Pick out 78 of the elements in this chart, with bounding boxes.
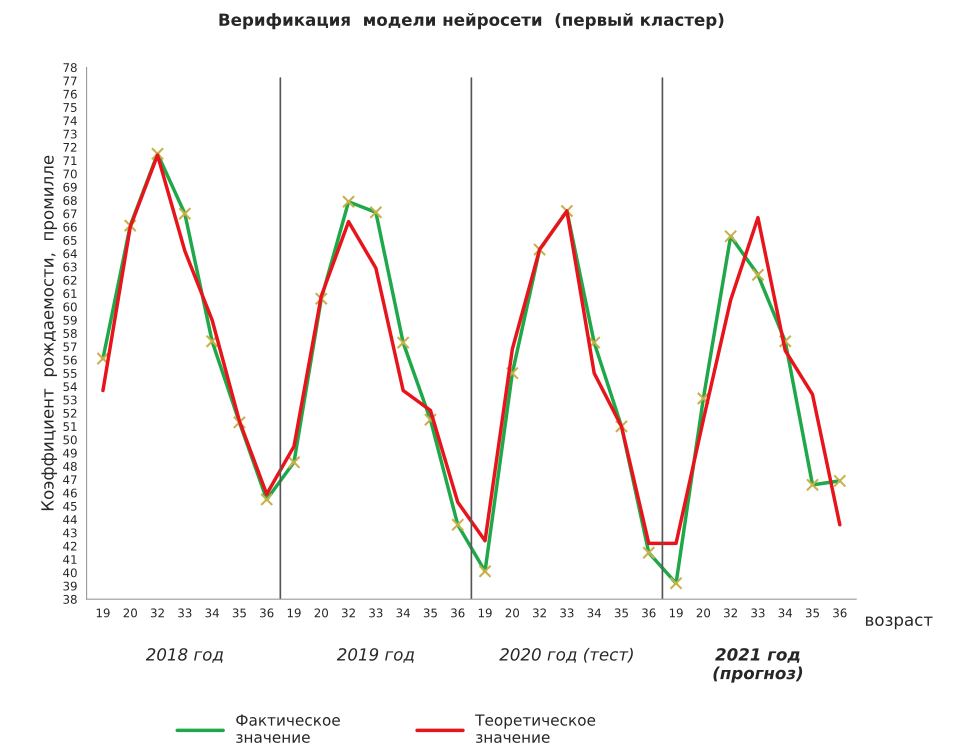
x-tick-label: 19 — [96, 608, 110, 618]
y-tick-label: 48 — [63, 462, 77, 471]
x-tick-label: 35 — [424, 608, 437, 618]
x-tick-label: 36 — [642, 608, 656, 618]
text: 2019 год — [336, 648, 414, 663]
y-tick-label: 63 — [63, 262, 77, 272]
y-tick-label: 66 — [63, 222, 77, 232]
y-tick-label: 59 — [63, 316, 77, 325]
y-tick-label: 52 — [63, 408, 76, 418]
y-tick-label: 39 — [63, 582, 77, 591]
y-tick-label: 47 — [63, 475, 77, 484]
x-tick-label: 35 — [232, 608, 246, 618]
y-tick-label: 76 — [64, 90, 77, 99]
x-tick-label: 32 — [532, 608, 546, 618]
x-tick-label: 35 — [614, 608, 628, 618]
y-tick-label: 54 — [63, 382, 77, 392]
y-tick-label: 45 — [63, 502, 77, 511]
y-tick-label: 74 — [64, 116, 77, 126]
y-axis-title: Коэффициент рождаемости, промилле — [41, 156, 57, 510]
x-tick-label: 20 — [314, 608, 328, 618]
x-tick-label: 33 — [560, 608, 574, 618]
y-tick-label: 71 — [64, 156, 76, 165]
y-tick-label: 57 — [63, 342, 77, 352]
x-tick-label: 32 — [724, 608, 737, 618]
y-tick-label: 69 — [63, 182, 77, 192]
y-tick-label: 67 — [63, 209, 77, 218]
y-tick-label: 70 — [64, 169, 77, 178]
x-tick-label: 36 — [260, 608, 274, 618]
x-tick-label: 34 — [778, 608, 792, 618]
x-tick-label: 33 — [178, 608, 192, 618]
x-tick-label: 33 — [751, 608, 764, 618]
y-tick-label: 42 — [63, 542, 76, 551]
x-axis-title: возраст — [866, 616, 933, 630]
y-tick-label: 78 — [64, 63, 77, 72]
y-tick-label: 77 — [64, 76, 77, 86]
x-tick-label: 19 — [288, 608, 301, 618]
x-tick-label: 20 — [506, 608, 520, 618]
y-tick-label: 43 — [63, 528, 77, 538]
text: 2020 год (тест) — [499, 648, 633, 663]
x-tick-label: 34 — [588, 608, 602, 618]
y-tick-label: 40 — [63, 568, 77, 578]
x-tick-label: 35 — [806, 608, 819, 618]
y-tick-label: 38 — [63, 594, 77, 604]
x-tick-label: 34 — [396, 608, 410, 618]
y-tick-label: 53 — [63, 396, 77, 404]
x-tick-label: 33 — [369, 608, 382, 618]
y-tick-label: 64 — [63, 249, 77, 258]
y-tick-label: 46 — [63, 488, 77, 498]
y-tick-label: 56 — [63, 356, 77, 365]
text: 2021 год (прогноз) — [713, 648, 802, 683]
y-tick-label: 55 — [63, 369, 77, 378]
y-tick-label: 51 — [63, 422, 76, 432]
y-tick-label: 49 — [63, 448, 77, 458]
y-tick-label: 41 — [63, 555, 76, 564]
y-tick-label: 72 — [64, 142, 76, 152]
y-tick-label: 44 — [63, 515, 77, 524]
x-tick-label: 19 — [670, 608, 683, 618]
y-tick-label: 62 — [63, 276, 76, 285]
chart-title: Верификация модели нейросети (первый кластер) — [219, 13, 724, 30]
y-tick-label: 75 — [64, 103, 77, 112]
x-tick-label: 20 — [696, 608, 710, 618]
y-tick-label: 65 — [63, 236, 77, 245]
y-tick-label: 50 — [63, 435, 77, 444]
x-tick-label: 20 — [124, 608, 137, 618]
y-tick-label: 58 — [63, 329, 77, 338]
legend-label: Теоретическое значение — [475, 714, 596, 743]
y-tick-label: 61 — [63, 289, 76, 298]
text: 2018 год — [146, 648, 223, 663]
legend-label: Фактическое значение — [236, 714, 340, 743]
y-tick-label: 68 — [63, 196, 77, 206]
x-tick-label: 36 — [451, 608, 464, 618]
x-tick-label: 19 — [478, 608, 492, 618]
y-tick-label: 60 — [63, 302, 77, 312]
x-tick-label: 34 — [206, 608, 219, 618]
x-tick-label: 32 — [342, 608, 355, 618]
y-tick-label: 73 — [64, 130, 77, 139]
x-tick-label: 36 — [833, 608, 847, 618]
x-tick-label: 32 — [150, 608, 164, 618]
